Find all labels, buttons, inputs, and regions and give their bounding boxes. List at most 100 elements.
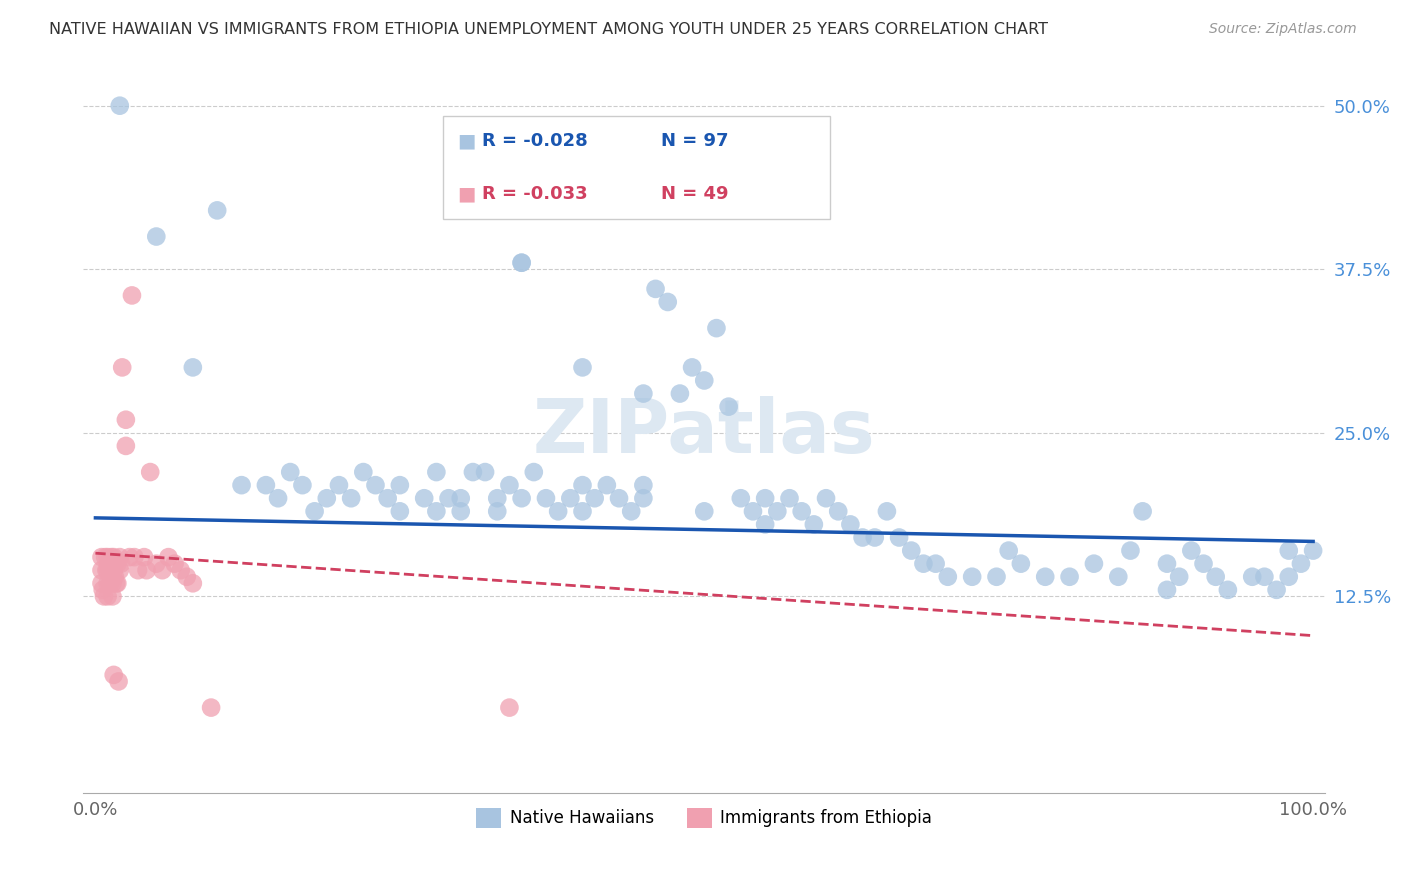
Point (1119, 543, 1142, 558)
Point (135, 563, 157, 577)
Point (115, 413, 138, 427)
Point (560, 491, 582, 506)
Point (461, 465, 484, 479)
Point (754, 491, 776, 506)
Point (104, 557, 127, 571)
Point (127, 563, 149, 577)
Point (254, 478, 277, 492)
Point (200, 700, 222, 714)
Point (450, 504, 472, 518)
Text: Source: ZipAtlas.com: Source: ZipAtlas.com (1209, 22, 1357, 37)
Point (267, 491, 290, 506)
Point (815, 491, 838, 506)
Point (486, 504, 509, 518)
Point (145, 229, 167, 244)
Point (388, 478, 411, 492)
Legend: Native Hawaiians, Immigrants from Ethiopia: Native Hawaiians, Immigrants from Ethiop… (470, 801, 939, 835)
Point (176, 570, 198, 584)
Point (924, 557, 946, 571)
Text: N = 49: N = 49 (661, 185, 728, 202)
Point (139, 465, 162, 479)
Point (163, 557, 186, 571)
Point (633, 491, 655, 506)
Point (534, 491, 557, 506)
Point (181, 360, 204, 375)
Point (90, 576, 112, 591)
Point (108, 98, 131, 112)
Point (912, 557, 935, 571)
Point (754, 517, 776, 532)
Point (693, 374, 716, 388)
Point (1253, 570, 1275, 584)
Point (887, 531, 910, 545)
Point (863, 531, 886, 545)
Point (766, 504, 789, 518)
Point (315, 491, 337, 506)
Point (97, 590, 120, 604)
Point (986, 570, 1008, 584)
Point (96, 563, 118, 577)
Point (498, 478, 520, 492)
Point (633, 478, 655, 492)
Point (742, 504, 765, 518)
Point (1132, 504, 1154, 518)
Point (1033, 570, 1056, 584)
Text: N = 97: N = 97 (661, 132, 728, 150)
Point (1205, 570, 1227, 584)
Point (107, 674, 129, 689)
Point (851, 531, 873, 545)
Point (1216, 582, 1239, 597)
Point (169, 563, 191, 577)
Point (413, 491, 436, 506)
Point (93, 590, 115, 604)
Point (90, 550, 112, 565)
Point (115, 439, 138, 453)
Point (1156, 557, 1178, 571)
Point (124, 550, 146, 565)
Point (91, 582, 114, 597)
Point (157, 550, 180, 565)
Point (340, 491, 363, 506)
Point (134, 550, 156, 565)
Point (278, 465, 301, 479)
Point (1083, 557, 1105, 571)
Point (681, 360, 703, 375)
Point (1241, 570, 1264, 584)
Point (706, 321, 728, 335)
Point (1107, 570, 1129, 584)
Point (633, 386, 655, 401)
Point (523, 465, 546, 479)
Point (803, 517, 825, 532)
Point (425, 465, 447, 479)
Point (90, 563, 112, 577)
Point (607, 491, 630, 506)
Point (510, 256, 533, 270)
Point (181, 576, 204, 591)
Text: ■: ■ (457, 184, 475, 203)
Point (105, 576, 128, 591)
Point (1302, 543, 1324, 558)
Point (474, 465, 496, 479)
Point (352, 465, 374, 479)
Point (644, 282, 666, 296)
Point (97, 576, 120, 591)
Point (291, 478, 314, 492)
Point (571, 504, 593, 518)
Point (1289, 557, 1312, 571)
Point (730, 491, 752, 506)
Text: ■: ■ (457, 131, 475, 151)
Point (669, 386, 692, 401)
Text: R = -0.033: R = -0.033 (482, 185, 588, 202)
Point (425, 504, 447, 518)
Point (103, 563, 125, 577)
Point (388, 504, 411, 518)
Point (103, 668, 125, 682)
Point (100, 563, 122, 577)
Point (1180, 543, 1202, 558)
Point (437, 491, 460, 506)
Point (498, 700, 520, 714)
Point (328, 478, 350, 492)
Point (547, 504, 569, 518)
Point (105, 557, 128, 571)
Point (304, 504, 326, 518)
